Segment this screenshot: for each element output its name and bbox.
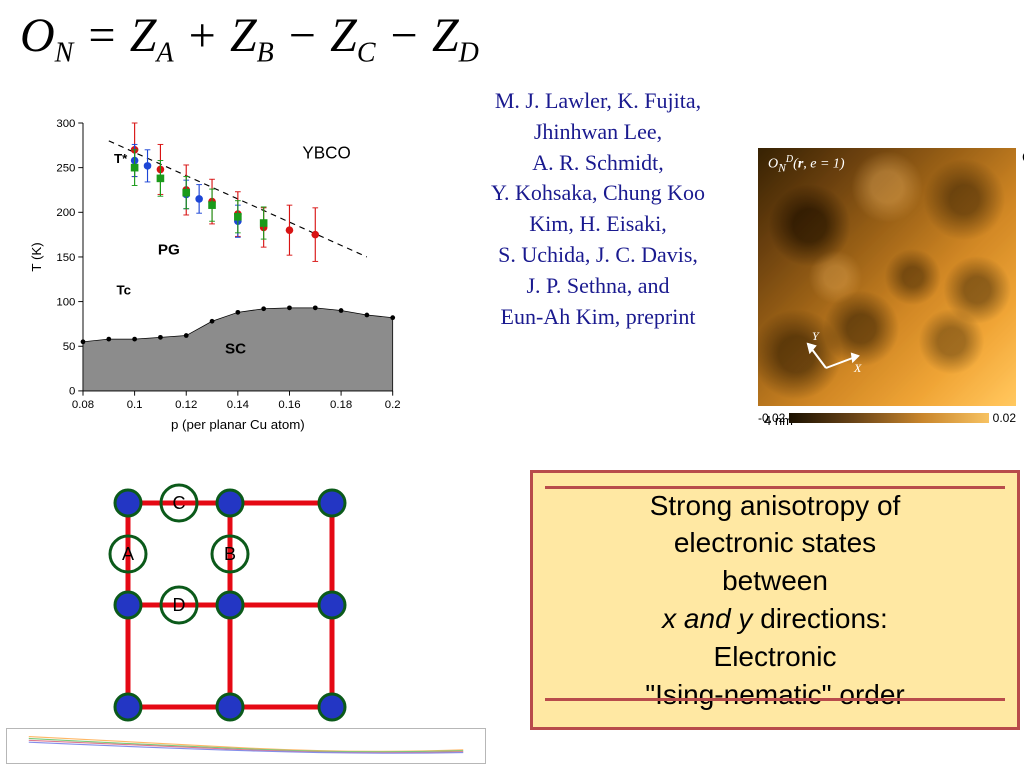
svg-text:200: 200 — [56, 207, 75, 219]
stm-panel: c OND(r, e = 1) X Y 4 nm — [758, 148, 1016, 406]
author-line: J. P. Sethna, and — [428, 271, 768, 302]
author-line: Jhinhwan Lee, — [428, 117, 768, 148]
stm-formula: OND(r, e = 1) — [768, 154, 845, 174]
svg-text:SC: SC — [225, 340, 246, 357]
svg-text:X: X — [853, 361, 862, 375]
colorbar-min: -0.02 — [758, 411, 785, 425]
svg-text:0.1: 0.1 — [127, 399, 143, 411]
svg-text:T*: T* — [114, 151, 128, 166]
svg-text:100: 100 — [56, 296, 75, 308]
author-line: S. Uchida, J. C. Davis, — [428, 240, 768, 271]
stm-colormap-image: OND(r, e = 1) X Y — [758, 148, 1016, 406]
svg-text:300: 300 — [56, 118, 75, 130]
callout-line: between — [545, 562, 1005, 600]
callout-line: Strong anisotropy of — [545, 487, 1005, 525]
svg-text:0.14: 0.14 — [227, 399, 249, 411]
svg-text:YBCO: YBCO — [302, 144, 350, 163]
svg-text:T (K): T (K) — [29, 242, 44, 271]
svg-text:Tc: Tc — [117, 282, 132, 297]
svg-text:0.2: 0.2 — [385, 399, 401, 411]
mini-plot-svg — [7, 729, 485, 763]
equation-order-parameter: ON = ZA + ZB − ZC − ZD — [20, 8, 479, 70]
svg-text:250: 250 — [56, 162, 75, 174]
callout-strike-bottom — [545, 698, 1005, 701]
mini-plot — [6, 728, 486, 764]
svg-text:A: A — [122, 544, 134, 564]
author-line: Kim, H. Eisaki, — [428, 209, 768, 240]
eq-lhs: ON — [20, 9, 73, 62]
svg-text:D: D — [173, 595, 186, 615]
svg-text:0.16: 0.16 — [278, 399, 300, 411]
svg-text:Y: Y — [812, 329, 820, 343]
svg-text:C: C — [173, 493, 186, 513]
svg-text:0: 0 — [69, 386, 75, 398]
phase-diagram-svg: 0 50 100 150 200 250 300 0.08 0.1 0.12 0.14 0.16 0.1… — [26, 110, 406, 440]
svg-text:0.08: 0.08 — [72, 399, 94, 411]
author-line: A. R. Schmidt, — [428, 148, 768, 179]
svg-text:50: 50 — [63, 341, 76, 353]
lattice-svg: C A B D — [100, 475, 360, 735]
svg-text:0.18: 0.18 — [330, 399, 352, 411]
author-line: Eun-Ah Kim, preprint — [428, 302, 768, 333]
lattice-diagram: C A B D — [100, 475, 360, 735]
author-list: M. J. Lawler, K. Fujita, Jhinhwan Lee, A… — [428, 86, 768, 332]
svg-text:150: 150 — [56, 252, 75, 264]
svg-text:p (per planar Cu atom): p (per planar Cu atom) — [171, 417, 305, 432]
callout-box: Strong anisotropy of electronic states b… — [530, 470, 1020, 730]
svg-text:0.12: 0.12 — [175, 399, 197, 411]
phase-diagram-chart: 0 50 100 150 200 250 300 0.08 0.1 0.12 0.14 0.16 0.1… — [26, 110, 406, 440]
colorbar-max: 0.02 — [993, 411, 1016, 425]
author-line: Y. Kohsaka, Chung Koo — [428, 178, 768, 209]
callout-line: "Ising-nematic" order — [545, 676, 1005, 714]
stm-colorbar: -0.02 0.02 — [758, 410, 1016, 426]
callout-strike-top — [545, 486, 1005, 489]
author-line: M. J. Lawler, K. Fujita, — [428, 86, 768, 117]
svg-text:PG: PG — [158, 241, 180, 258]
colorbar-gradient — [789, 413, 988, 423]
stm-axes-icon: X Y — [806, 328, 866, 388]
callout-line: electronic states — [545, 524, 1005, 562]
svg-text:B: B — [224, 544, 236, 564]
callout-line: Electronic — [545, 638, 1005, 676]
callout-line: x and y directions: — [545, 600, 1005, 638]
